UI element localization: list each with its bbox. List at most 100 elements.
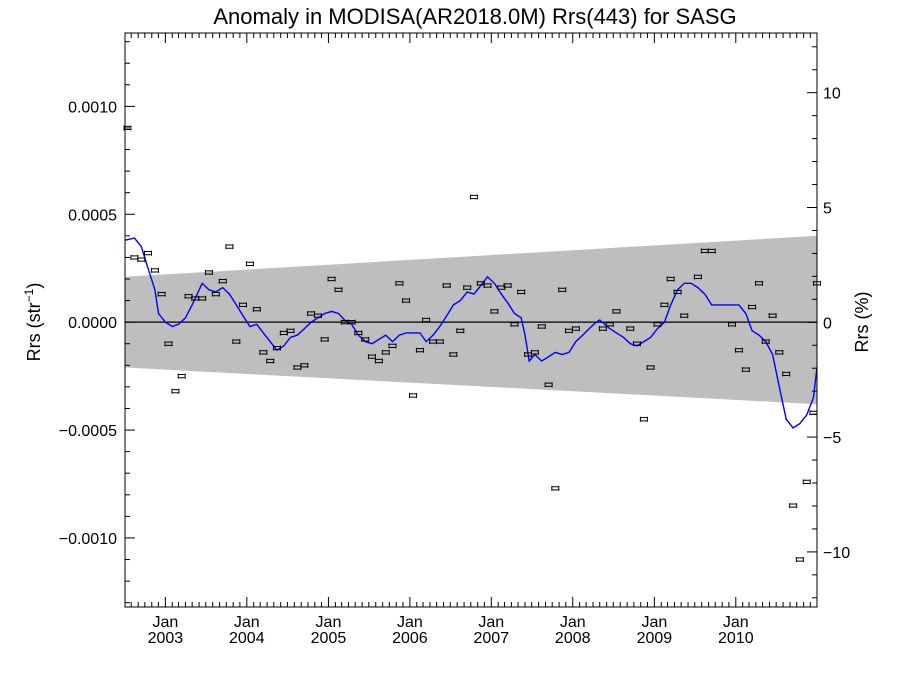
x-tick-label-year: 2003	[148, 630, 184, 647]
data-point	[218, 278, 227, 284]
data-point	[225, 244, 234, 250]
x-tick-label-month: Jan	[723, 614, 749, 631]
y-right-tick-label: −10	[823, 545, 850, 562]
x-tick-label-month: Jan	[641, 614, 667, 631]
y-right-tick-label: 0	[823, 315, 832, 332]
data-point	[673, 289, 682, 295]
data-point	[232, 339, 241, 345]
x-tick-label-month: Jan	[234, 614, 260, 631]
data-point	[490, 308, 499, 314]
data-point	[395, 280, 404, 286]
uncertainty-band	[125, 235, 817, 405]
x-tick-label-year: 2005	[311, 630, 347, 647]
data-point	[245, 261, 254, 267]
data-point	[748, 304, 757, 310]
data-point	[646, 364, 655, 370]
data-point	[734, 347, 743, 353]
data-point	[795, 557, 804, 563]
data-point	[307, 311, 316, 317]
data-point	[544, 382, 553, 388]
data-point	[626, 326, 635, 332]
data-point	[700, 248, 709, 254]
data-point	[286, 328, 295, 334]
data-point	[137, 257, 146, 263]
x-tick-label-month: Jan	[478, 614, 504, 631]
data-point	[782, 371, 791, 377]
data-point	[272, 345, 281, 351]
data-point	[381, 349, 390, 355]
data-point	[551, 485, 560, 491]
y-left-tick-label: −0.0010	[59, 531, 117, 548]
uncertainty-envelope	[125, 235, 817, 405]
data-point	[347, 319, 356, 325]
data-point	[211, 291, 220, 297]
data-point	[191, 295, 200, 301]
data-point	[340, 319, 349, 325]
data-point	[693, 274, 702, 280]
data-point	[279, 330, 288, 336]
data-point	[605, 321, 614, 327]
data-point	[680, 313, 689, 319]
data-point	[469, 194, 478, 200]
data-point	[402, 298, 411, 304]
data-point	[789, 503, 798, 509]
data-point	[463, 285, 472, 291]
x-tick-label-year: 2008	[555, 630, 591, 647]
data-point	[361, 336, 370, 342]
x-tick-label-year: 2004	[229, 630, 265, 647]
data-point	[293, 364, 302, 370]
data-point	[632, 341, 641, 347]
data-point	[429, 339, 438, 345]
data-point	[754, 280, 763, 286]
data-point	[123, 125, 132, 131]
data-points-layer	[123, 125, 821, 563]
data-point	[198, 295, 207, 301]
data-point	[503, 282, 512, 288]
y-left-tick-label: −0.0005	[59, 423, 117, 440]
x-tick-label-year: 2009	[637, 630, 673, 647]
y-right-tick-label: −5	[823, 430, 841, 447]
data-point	[497, 285, 506, 291]
data-point	[761, 339, 770, 345]
data-point	[476, 280, 485, 286]
data-point	[354, 330, 363, 336]
data-point	[320, 336, 329, 342]
x-tick-label-year: 2010	[718, 630, 754, 647]
data-point	[639, 416, 648, 422]
x-tick-label-month: Jan	[152, 614, 178, 631]
data-point	[130, 254, 139, 260]
data-point	[456, 328, 465, 334]
data-point	[442, 282, 451, 288]
data-point	[707, 248, 716, 254]
data-point	[184, 293, 193, 299]
y-axis-right-label: Rrs (%)	[852, 292, 872, 353]
data-point	[666, 276, 675, 282]
data-point	[571, 326, 580, 332]
data-point	[239, 302, 248, 308]
data-point	[334, 287, 343, 293]
data-point	[157, 291, 166, 297]
smoothed-anomaly-line	[124, 237, 818, 429]
data-point	[171, 388, 180, 394]
data-point	[537, 323, 546, 329]
y-axis-left-label: Rrs (str−1)	[22, 283, 44, 362]
x-tick-label-year: 2006	[392, 630, 428, 647]
data-point	[768, 313, 777, 319]
data-point	[164, 341, 173, 347]
data-point	[653, 321, 662, 327]
data-point	[388, 343, 397, 349]
data-point	[530, 349, 539, 355]
data-point	[612, 308, 621, 314]
data-point	[728, 321, 737, 327]
data-point	[564, 328, 573, 334]
data-point	[802, 479, 811, 485]
data-point	[517, 289, 526, 295]
y-left-tick-label: 0.0005	[68, 207, 117, 224]
data-point	[510, 321, 519, 327]
data-point	[300, 362, 309, 368]
data-point	[598, 326, 607, 332]
y-right-tick-label: 5	[823, 200, 832, 217]
data-point	[177, 373, 186, 379]
y-left-tick-label: 0.0000	[68, 315, 117, 332]
